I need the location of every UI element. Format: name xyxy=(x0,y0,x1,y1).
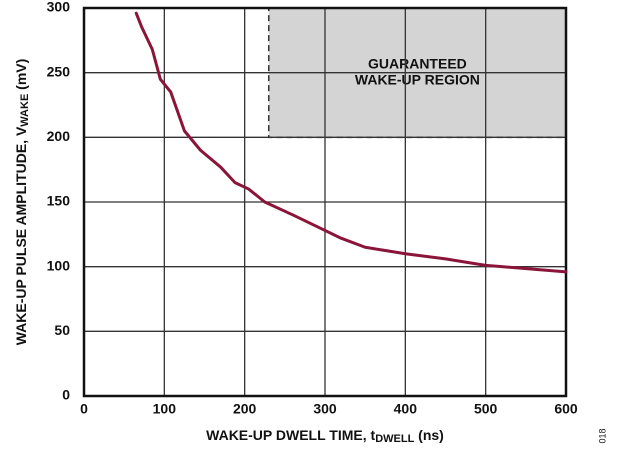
x-tick-label: 500 xyxy=(474,401,498,417)
y-label-sub: WAKE xyxy=(19,94,31,127)
y-tick-label: 150 xyxy=(47,193,71,209)
x-tick-label: 400 xyxy=(394,401,418,417)
x-tick-label: 200 xyxy=(233,401,257,417)
figure-id: 018 xyxy=(597,428,607,443)
x-tick-label: 100 xyxy=(153,401,177,417)
x-tick-label: 600 xyxy=(554,401,578,417)
y-tick-label: 200 xyxy=(47,128,71,144)
y-label-main: WAKE-UP PULSE AMPLITUDE, V xyxy=(13,126,29,345)
x-label-sub: DWELL xyxy=(375,433,414,445)
y-tick-label: 250 xyxy=(47,63,71,79)
plot-frame xyxy=(82,6,568,398)
x-tick-label: 0 xyxy=(80,401,88,417)
y-label-unit: (mV) xyxy=(13,59,29,94)
x-tick-label: 300 xyxy=(313,401,337,417)
region-label: WAKE-UP REGION xyxy=(355,71,480,87)
y-tick-label: 0 xyxy=(62,387,70,403)
x-label-unit: (ns) xyxy=(414,427,444,443)
x-label-main: WAKE-UP DWELL TIME, t xyxy=(206,427,375,443)
data-line xyxy=(134,11,568,274)
y-tick-label: 100 xyxy=(47,257,71,273)
region-label: GUARANTEED xyxy=(368,55,467,71)
y-tick-label: 300 xyxy=(47,0,71,15)
y-axis-label: WAKE-UP PULSE AMPLITUDE, VWAKE (mV) xyxy=(13,59,31,346)
y-tick-label: 50 xyxy=(54,322,70,338)
x-axis-label: WAKE-UP DWELL TIME, tDWELL (ns) xyxy=(206,427,444,445)
